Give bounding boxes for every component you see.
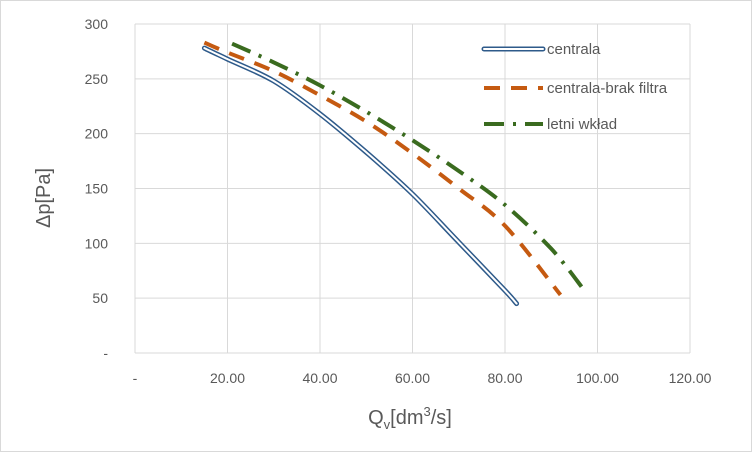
series-line-inner: [203, 47, 518, 305]
x-axis-title-unit: [dm: [390, 407, 423, 429]
legend: centrala centrala-brak filtra letni wkład: [481, 41, 668, 133]
x-axis-title-main: Q: [368, 407, 384, 429]
series-layer: [201, 40, 586, 307]
y-tick-label: 200: [85, 126, 109, 142]
y-tick-label: 150: [85, 181, 109, 197]
series-line: [203, 40, 563, 297]
x-tick-label: 20.00: [210, 370, 245, 386]
series-line: [201, 45, 520, 307]
series-line: [231, 41, 586, 291]
y-axis-title: Δp[Pa]: [33, 168, 55, 228]
x-tick-label: 40.00: [302, 370, 337, 386]
x-tick-label: 80.00: [487, 370, 522, 386]
x-axis-title-tail: /s]: [431, 407, 452, 429]
series-0: [201, 45, 520, 307]
y-tick-labels: - 50 100 150 200 250 300: [85, 16, 109, 361]
x-axis-title-sup: 3: [424, 404, 431, 419]
legend-item: centrala-brak filtra: [484, 80, 668, 97]
y-tick-label: 100: [85, 235, 109, 251]
legend-label: letni wkład: [547, 116, 617, 133]
y-tick-label: -: [103, 345, 108, 361]
y-tick-label: 300: [85, 16, 109, 32]
legend-label: centrala-brak filtra: [547, 80, 668, 97]
series-2: [231, 41, 586, 291]
legend-item: centrala: [481, 41, 601, 58]
x-tick-label: 60.00: [395, 370, 430, 386]
x-axis-title-sub: v: [384, 417, 391, 432]
x-axis-title: Qv[dm3/s]: [368, 404, 452, 432]
legend-label: centrala: [547, 41, 601, 58]
y-tick-label: 50: [92, 290, 108, 306]
x-tick-labels: - 20.00 40.00 60.00 80.00 100.00 120.00: [133, 370, 712, 386]
x-tick-label: -: [133, 370, 138, 386]
y-tick-label: 250: [85, 71, 109, 87]
series-1: [203, 40, 563, 297]
x-tick-label: 120.00: [669, 370, 712, 386]
legend-item: letni wkład: [484, 116, 617, 133]
grid: [134, 23, 691, 354]
x-tick-label: 100.00: [576, 370, 619, 386]
